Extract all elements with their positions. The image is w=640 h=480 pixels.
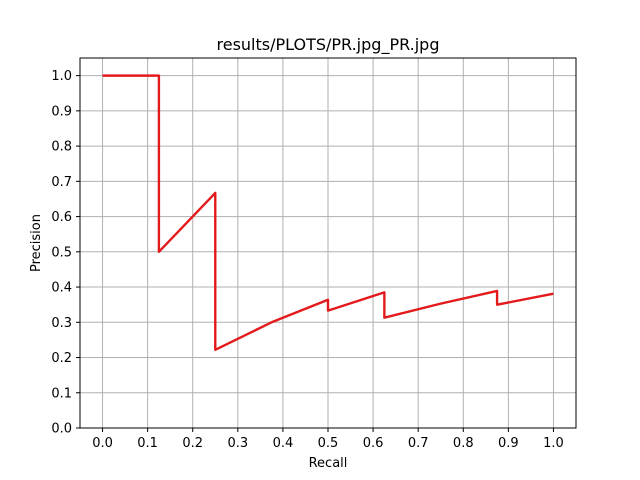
x-tick-label: 0.9 [498,436,519,451]
y-tick-label: 0.3 [51,316,72,331]
x-axis-label: Recall [309,456,348,471]
y-tick-label: 1.0 [51,69,72,84]
y-tick-label: 0.4 [51,281,72,296]
x-tick-label: 0.1 [137,436,158,451]
y-tick-label: 0.9 [51,104,72,119]
y-axis-label: Precision [29,214,44,272]
pr-curve-line [102,74,554,351]
y-tick-label: 0.1 [51,386,72,401]
y-tick-label: 0.0 [51,422,72,437]
chart-title: results/PLOTS/PR.jpg_PR.jpg [217,35,440,55]
y-tick-label: 0.7 [51,175,72,190]
x-tick-label: 0.0 [92,436,113,451]
x-tick-label: 0.6 [363,436,384,451]
x-tick-label: 0.8 [453,436,474,451]
grid-lines [80,58,576,429]
x-tick-label: 0.4 [273,436,294,451]
y-tick-label: 0.5 [51,245,72,260]
x-tick-label: 0.2 [182,436,203,451]
y-tick-label: 0.2 [51,351,72,366]
axis-ticks: 0.0 0.1 0.2 0.3 0.4 0.5 0.6 0.7 0.8 0.9 1.0 0.0 0.1 0… [51,69,563,451]
x-tick-label: 0.5 [318,436,339,451]
series-layer [102,74,554,351]
x-tick-label: 0.3 [227,436,248,451]
x-tick-label: 0.7 [408,436,429,451]
y-tick-label: 0.8 [51,140,72,155]
x-tick-label: 1.0 [543,436,564,451]
y-tick-label: 0.6 [51,210,72,225]
